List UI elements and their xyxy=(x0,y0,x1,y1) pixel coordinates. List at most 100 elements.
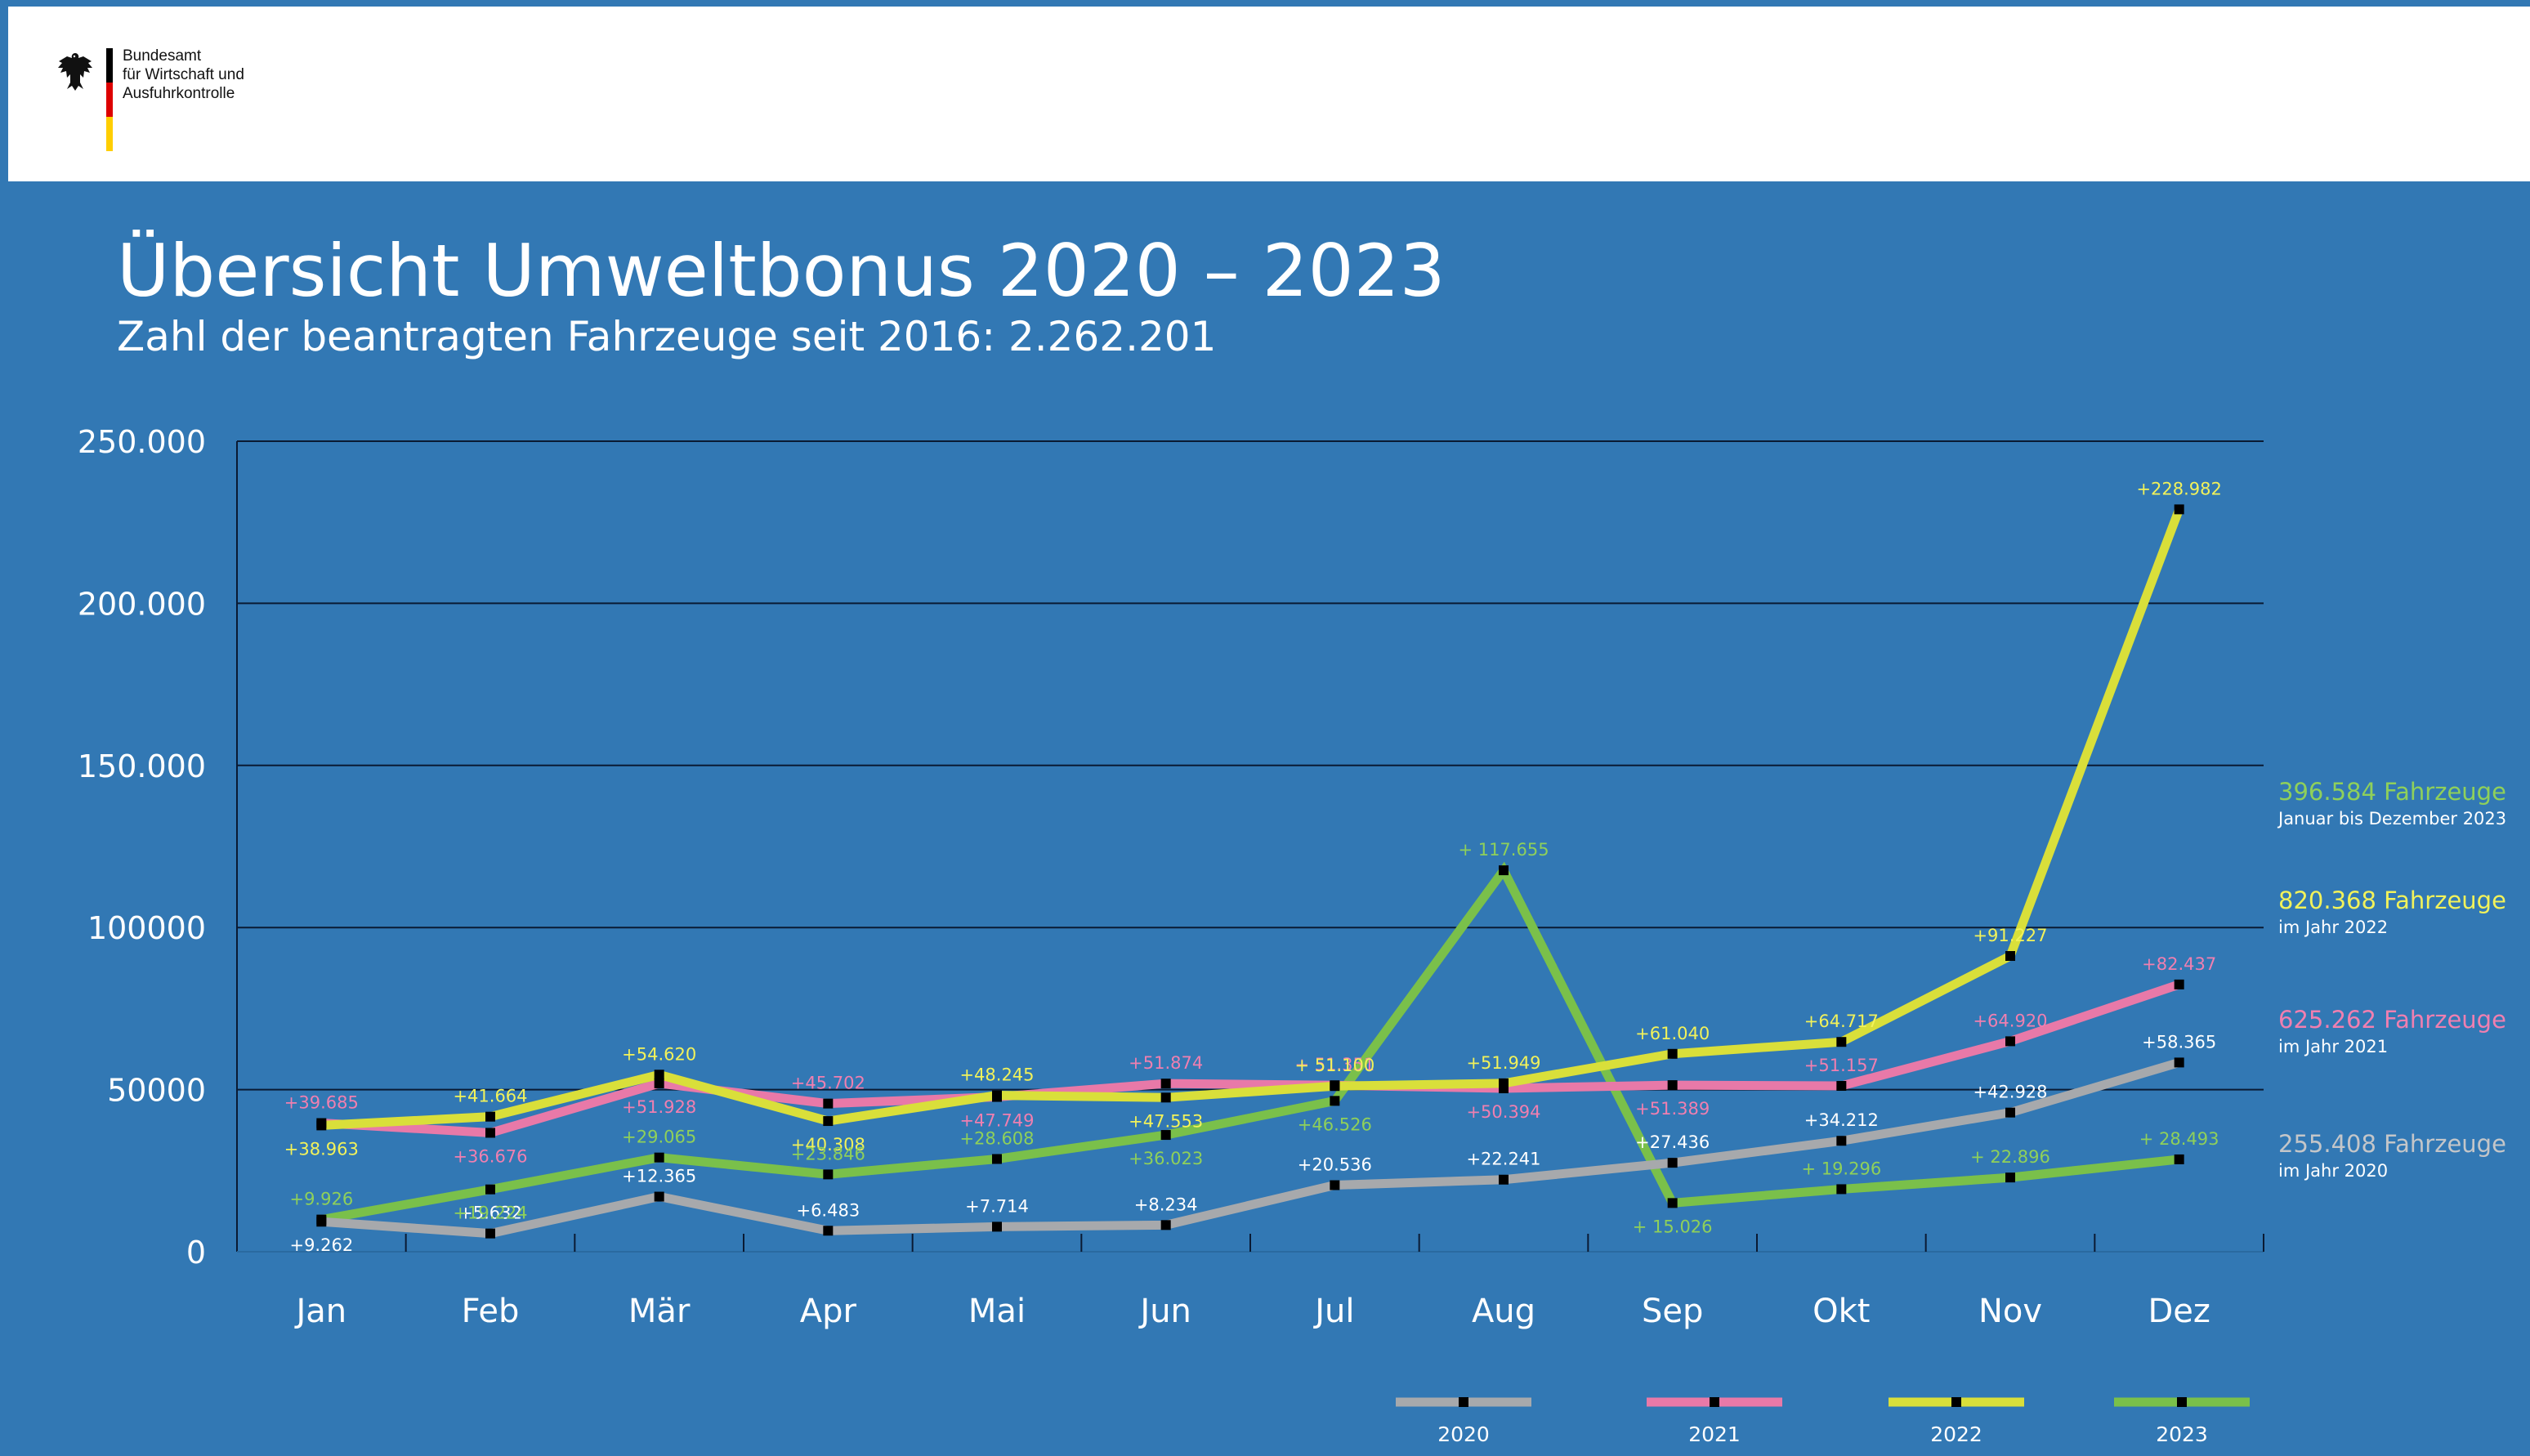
data-point-2023 xyxy=(316,1214,327,1225)
data-point-2020 xyxy=(2174,1057,2184,1068)
data-label-2022: +61.040 xyxy=(1635,1024,1710,1043)
data-point-2021 xyxy=(1836,1081,1847,1092)
data-point-2022 xyxy=(2174,504,2184,515)
data-point-2023 xyxy=(2174,1154,2184,1164)
data-label-2023: + 15.026 xyxy=(1633,1217,1713,1236)
x-tick-label: Dez xyxy=(2148,1293,2210,1330)
data-point-2023 xyxy=(1160,1130,1171,1141)
data-label-2020: +8.234 xyxy=(1134,1195,1198,1214)
total-annotation-period: im Jahr 2022 xyxy=(2278,918,2389,937)
data-label-2021: +47.749 xyxy=(959,1111,1034,1131)
data-label-2022: +91.227 xyxy=(1973,926,2047,945)
data-label-2021: +50.394 xyxy=(1466,1102,1540,1122)
data-label-2021: +51.157 xyxy=(1804,1056,1879,1075)
data-label-2021: +39.685 xyxy=(284,1093,359,1113)
agency-name-line: für Wirtschaft und xyxy=(123,66,244,83)
page-title: Übersicht Umweltbonus 2020 – 2023 xyxy=(117,229,1446,313)
data-point-2022 xyxy=(654,1070,664,1080)
data-label-2023: +28.608 xyxy=(959,1128,1034,1148)
data-label-2021: +64.920 xyxy=(1973,1011,2047,1030)
data-point-2020 xyxy=(485,1228,495,1239)
data-point-2020 xyxy=(1160,1220,1171,1230)
data-label-2021: +36.676 xyxy=(453,1146,527,1166)
data-point-2023 xyxy=(1836,1184,1847,1195)
x-tick-label: Jun xyxy=(1138,1293,1191,1330)
total-annotation: 820.368 Fahrzeuge im Jahr 2022 xyxy=(2278,887,2506,937)
agency-name-line: Bundesamt xyxy=(123,47,202,65)
data-label-2023: + 28.493 xyxy=(2139,1129,2219,1149)
x-tick-label: Jul xyxy=(1312,1293,1354,1330)
data-point-2020 xyxy=(1667,1158,1678,1168)
data-label-2022: +228.982 xyxy=(2136,479,2221,498)
data-label-2022: +51.949 xyxy=(1466,1053,1540,1073)
data-point-2020 xyxy=(654,1191,664,1202)
data-point-2023 xyxy=(1667,1198,1678,1208)
data-label-2020: +22.241 xyxy=(1466,1150,1540,1169)
data-label-2023: +23.846 xyxy=(791,1144,865,1163)
agency-logo: Bundesamt für Wirtschaft und Ausfuhrkont… xyxy=(49,43,319,158)
total-annotation-value: 255.408 Fahrzeuge xyxy=(2278,1130,2506,1158)
y-tick-label: 0 xyxy=(186,1235,206,1271)
data-point-2021 xyxy=(485,1128,495,1138)
data-point-2020 xyxy=(1499,1174,1509,1185)
data-point-2023 xyxy=(485,1184,495,1195)
series-line-2021 xyxy=(321,980,2181,1138)
x-tick-label: Okt xyxy=(1813,1293,1870,1330)
data-point-2023 xyxy=(823,1169,834,1180)
data-label-2023: +19.224 xyxy=(453,1204,527,1223)
data-point-2021 xyxy=(2005,1036,2015,1047)
top-edge xyxy=(0,0,2530,7)
data-label-2020: +9.262 xyxy=(289,1235,353,1255)
data-label-2020: +27.436 xyxy=(1635,1132,1710,1152)
data-point-2021 xyxy=(2174,979,2184,989)
data-point-2021 xyxy=(823,1098,834,1109)
data-point-2021 xyxy=(654,1078,664,1088)
legend-marker xyxy=(2177,1397,2187,1407)
data-point-2023 xyxy=(2005,1172,2015,1183)
data-point-2023 xyxy=(1499,865,1509,876)
data-point-2022 xyxy=(1499,1078,1509,1088)
x-tick-label: Mai xyxy=(968,1293,1026,1330)
data-point-2021 xyxy=(1160,1079,1171,1089)
page-subtitle: Zahl der beantragten Fahrzeuge seit 2016… xyxy=(117,313,1217,360)
y-tick-label: 50000 xyxy=(107,1073,206,1109)
data-label-2021: +51.389 xyxy=(1635,1099,1710,1119)
x-tick-label: Jan xyxy=(293,1293,346,1330)
data-label-2023: +9.926 xyxy=(289,1190,353,1209)
y-tick-label: 250.000 xyxy=(78,424,206,460)
x-tick-label: Apr xyxy=(800,1293,857,1330)
data-label-2022: + 51.100 xyxy=(1294,1056,1375,1075)
data-label-2020: +20.536 xyxy=(1298,1155,1372,1175)
legend-label-2023: 2023 xyxy=(2156,1423,2208,1446)
data-point-2021 xyxy=(1667,1080,1678,1091)
header-bar: Bundesamt für Wirtschaft und Ausfuhrkont… xyxy=(8,7,2530,181)
series-line-2020 xyxy=(320,1058,2181,1239)
data-label-2023: + 117.655 xyxy=(1458,840,1549,860)
data-point-2022 xyxy=(316,1120,327,1131)
x-tick-label: Feb xyxy=(462,1293,520,1330)
data-point-2023 xyxy=(654,1152,664,1163)
legend-marker xyxy=(1459,1397,1468,1407)
data-label-2020: +42.928 xyxy=(1973,1083,2047,1102)
data-label-2022: +48.245 xyxy=(959,1065,1034,1085)
data-point-2020 xyxy=(823,1226,834,1236)
legend-label-2020: 2020 xyxy=(1437,1423,1490,1446)
flag-bar xyxy=(106,48,113,151)
total-annotation-value: 396.584 Fahrzeuge xyxy=(2278,778,2506,806)
data-label-2020: +34.212 xyxy=(1804,1110,1879,1130)
total-annotation-value: 820.368 Fahrzeuge xyxy=(2278,887,2506,914)
y-tick-label: 200.000 xyxy=(78,586,206,622)
data-label-2020: +6.483 xyxy=(796,1200,860,1220)
agency-name: Bundesamt für Wirtschaft und Ausfuhrkont… xyxy=(123,47,244,103)
x-tick-label: Mär xyxy=(628,1293,691,1330)
data-point-2023 xyxy=(1330,1096,1340,1106)
agency-name-line: Ausfuhrkontrolle xyxy=(123,85,235,102)
legend-marker xyxy=(1951,1397,1961,1407)
data-point-2022 xyxy=(992,1090,1002,1101)
data-point-2022 xyxy=(1330,1081,1340,1092)
data-point-2022 xyxy=(1836,1037,1847,1047)
data-label-2021: +51.928 xyxy=(622,1097,696,1117)
data-label-2023: +29.065 xyxy=(622,1128,696,1147)
total-annotation-period: im Jahr 2021 xyxy=(2278,1037,2389,1056)
total-annotation-period: im Jahr 2020 xyxy=(2278,1161,2389,1181)
